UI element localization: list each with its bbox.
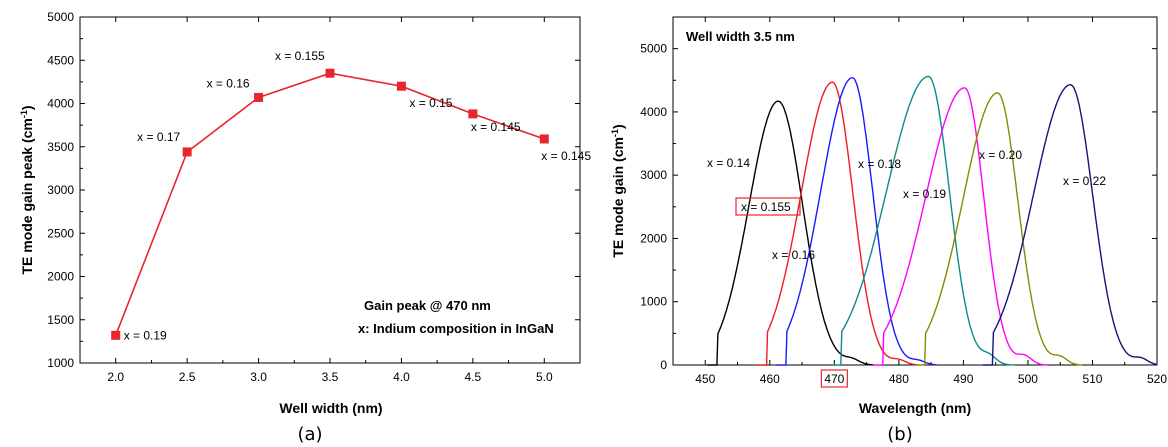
panel-a-point-labels: x = 0.19 x = 0.17 x = 0.16 x = 0.155 x = 0.1… <box>124 49 592 342</box>
panel-b-series-label: x = 0.20 <box>979 148 1022 162</box>
panel-a-point-label: x = 0.17 <box>137 130 180 144</box>
panel-a-y-axis-label-sup: -1 <box>19 110 29 118</box>
panel-a-data-point <box>111 330 121 340</box>
panel-a-point-label: x = 0.145 <box>471 120 521 134</box>
panel-b-y-tick-label: 2000 <box>640 231 667 245</box>
panel-b-series-label: x = 0.18 <box>858 157 901 171</box>
panel-a-x-tick-label: 3.0 <box>250 370 267 384</box>
panel-b-x-axis-label: Wavelength (nm) <box>859 400 971 416</box>
panel-a-data-point <box>182 147 192 157</box>
panel-b-y-tick-label: 0 <box>660 358 667 372</box>
panel-a-x-tick-label: 2.0 <box>107 370 124 384</box>
panel-b-caption: (b) <box>887 424 912 445</box>
panel-b-boxed-label-frame <box>735 197 801 216</box>
panel-b-y-tick-label: 3000 <box>640 168 667 182</box>
panel-b-x-tick-label: 500 <box>1018 372 1038 386</box>
panel-b-x-tick-label: 520 <box>1147 372 1167 386</box>
panel-b-x-tick-label: 450 <box>695 372 715 386</box>
panel-a-y-tick-label: 4500 <box>47 53 74 67</box>
panel-a-x-tick-label: 2.5 <box>179 370 196 384</box>
panel-a-x-tick-label: 5.0 <box>536 370 553 384</box>
panel-b-y-axis-label: TE mode gain (cm-1) <box>610 124 626 257</box>
panel-a-data-point <box>539 134 549 144</box>
panel-a-data-point <box>468 109 478 119</box>
panel-b-series-curve <box>831 75 1015 366</box>
panel-b-x-tick-label: 480 <box>889 372 909 386</box>
panel-b-y-tick-label: 5000 <box>640 42 667 56</box>
panel-a-x-tick-label: 4.5 <box>465 370 482 384</box>
panel-a-x-tick-label: 4.0 <box>393 370 410 384</box>
panel-a-data-point <box>254 92 264 102</box>
panel-b-series-label: x = 0.19 <box>903 187 946 201</box>
panel-a-note-1: Gain peak @ 470 nm <box>364 298 491 313</box>
panel-a-point-label: x = 0.15 <box>409 96 452 110</box>
panel-a-data-point <box>396 81 406 91</box>
panel-a-y-tick-label: 3500 <box>47 140 74 154</box>
panel-b-series-curve <box>982 83 1158 366</box>
panel-b-series-curve <box>873 87 1048 366</box>
panel-a-caption: (a) <box>297 424 322 445</box>
panel-b-axes: 450 460 470 480 490 500 510 520 0 1000 2000 3000 400… <box>640 17 1167 388</box>
panel-a-axes: 2.0 2.5 3.0 3.5 4.0 4.5 5.0 1000 1500 2000 2500 300… <box>47 10 580 384</box>
panel-b-y-tick-label: 1000 <box>640 295 667 309</box>
panel-b-x-tick-label: 460 <box>760 372 780 386</box>
panel-a-x-axis-label: Well width (nm) <box>279 400 382 416</box>
panel-b-chart: 450 460 470 480 490 500 510 520 0 1000 2000 3000 400… <box>610 16 1167 445</box>
panel-b-highlight-tick-box <box>820 369 848 388</box>
panel-b-series <box>707 75 1158 366</box>
panel-a-series-line <box>114 72 545 336</box>
panel-b-y-axis-label-sup: -1 <box>610 129 620 137</box>
panel-b-x-tick-label: 490 <box>953 372 973 386</box>
panel-a-y-tick-label: 2000 <box>47 270 74 284</box>
panel-b-series-curve <box>756 81 918 366</box>
panel-b-x-tick-label: 470 <box>824 372 844 386</box>
panel-b-series-label: x = 0.155 <box>741 200 791 214</box>
panel-a-data-point <box>325 68 335 78</box>
panel-a-chart: 2.0 2.5 3.0 3.5 4.0 4.5 5.0 1000 1500 2000 2500 300… <box>19 10 591 445</box>
panel-a-y-tick-label: 1500 <box>47 313 74 327</box>
panel-a-point-label: x = 0.16 <box>207 76 250 90</box>
panel-a-x-tick-label: 3.5 <box>322 370 339 384</box>
panel-a-point-label: x = 0.145 <box>541 149 591 163</box>
panel-b-series-label: x = 0.22 <box>1063 174 1106 188</box>
panel-a-y-tick-label: 4000 <box>47 97 74 111</box>
panel-a-y-tick-label: 1000 <box>47 356 74 370</box>
panel-b-series-label: x = 0.14 <box>707 156 750 170</box>
panel-a-note-2: x: Indium composition in InGaN <box>358 321 554 336</box>
panel-b-series-curve <box>776 77 937 366</box>
panel-a-point-label: x = 0.19 <box>124 328 167 342</box>
panel-b-series-curve <box>707 100 873 366</box>
panel-b-series-labels: x = 0.14 x = 0.155 x = 0.16 x = 0.18 x = 0.1… <box>707 148 1106 262</box>
panel-b-series-curve <box>915 92 1083 366</box>
panel-a-y-tick-label: 2500 <box>47 226 74 240</box>
panel-b-series-label: x = 0.16 <box>772 248 815 262</box>
panel-b-x-tick-label: 510 <box>1082 372 1102 386</box>
panel-a-y-tick-label: 3000 <box>47 183 74 197</box>
panel-b-y-tick-label: 4000 <box>640 105 667 119</box>
panel-a-y-tick-label: 5000 <box>47 10 74 24</box>
panel-a-point-label: x = 0.155 <box>275 49 325 63</box>
panel-b-title-box: Well width 3.5 nm <box>686 29 795 44</box>
panel-a-series <box>111 68 549 340</box>
panel-a-y-axis-label: TE mode gain peak (cm-1) <box>19 105 35 274</box>
